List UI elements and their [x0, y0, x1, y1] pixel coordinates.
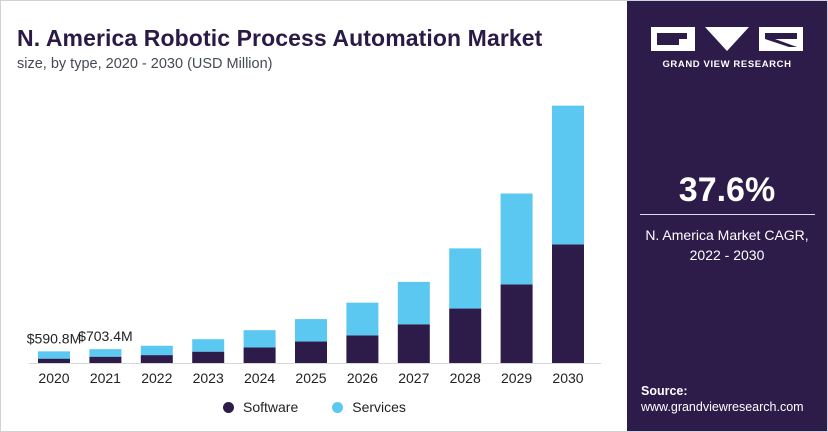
chart-subtitle: size, by type, 2020 - 2030 (USD Million)	[17, 56, 273, 72]
bar-software-2027	[397, 324, 430, 363]
bar-services-2023	[192, 339, 225, 352]
bar-services-2030	[552, 105, 584, 245]
legend-swatch-services	[332, 401, 344, 413]
bar-services-2029	[500, 193, 533, 285]
x-tick-2020: 2020	[38, 370, 69, 386]
bar-services-2024	[243, 330, 276, 348]
cagr-label: N. America Market CAGR, 2022 - 2030	[627, 225, 827, 265]
brand-name: GRAND VIEW RESEARCH	[662, 59, 792, 70]
legend-label-services: Services	[352, 399, 406, 415]
bar-services-2025	[295, 319, 327, 342]
bar-software-2020	[38, 358, 70, 363]
bar-services-2026	[346, 302, 379, 336]
legend-item-services: Services	[332, 399, 406, 415]
cagr-label-line2: 2022 - 2030	[689, 247, 765, 263]
x-tick-2025: 2025	[295, 370, 326, 386]
x-tick-2023: 2023	[193, 370, 224, 386]
x-tick-2021: 2021	[90, 370, 121, 386]
cagr-value: 37.6%	[678, 171, 776, 209]
x-tick-2022: 2022	[141, 370, 172, 386]
chart-panel: N. America Robotic Process Automation Ma…	[1, 1, 627, 431]
bar-services-2022	[140, 345, 173, 356]
cagr-label-line1: N. America Market CAGR,	[645, 227, 809, 243]
bar-software-2030	[552, 244, 584, 363]
bar-services-2028	[449, 248, 482, 309]
x-tick-2029: 2029	[501, 370, 532, 386]
source-label: Source:	[641, 384, 688, 398]
x-tick-2024: 2024	[244, 370, 275, 386]
bar-software-2026	[346, 335, 379, 363]
bar-software-2021	[89, 356, 122, 363]
legend-item-software: Software	[223, 399, 298, 415]
sidebar-panel: GRAND VIEW RESEARCH 37.6% N. America Mar…	[627, 1, 827, 431]
bar-services-2027	[397, 281, 430, 325]
data-label-2020: $590.8M	[27, 330, 81, 346]
bar-software-2024	[243, 347, 276, 363]
bar-software-2025	[295, 341, 327, 363]
bar-software-2028	[449, 308, 482, 363]
legend-swatch-software	[223, 401, 234, 413]
source-link[interactable]: www.grandviewresearch.com	[641, 400, 804, 414]
data-label-2021: $703.4M	[78, 328, 132, 344]
bar-software-2022	[140, 355, 173, 363]
bar-software-2023	[192, 351, 225, 363]
x-tick-2026: 2026	[347, 370, 378, 386]
x-tick-2027: 2027	[398, 370, 429, 386]
bar-software-2029	[500, 284, 533, 363]
x-tick-2028: 2028	[450, 370, 481, 386]
bar-services-2020	[38, 351, 70, 359]
x-tick-2030: 2030	[552, 370, 583, 386]
bar-services-2021	[89, 349, 122, 357]
chart-legend: Software Services	[223, 398, 440, 416]
cagr-divider	[640, 214, 815, 215]
legend-label-software: Software	[243, 399, 299, 415]
grand-view-research-logo	[651, 27, 803, 51]
stacked-bar-chart: 2020 2021 2022 2023 2024 2025 2026 2027 2028 2029…	[27, 105, 601, 386]
chart-title: N. America Robotic Process Automation Ma…	[17, 25, 543, 51]
